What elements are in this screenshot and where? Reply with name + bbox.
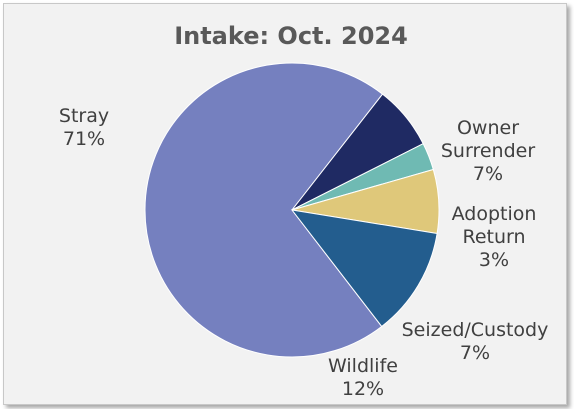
slice-name-adoption-return: Adoption — [452, 203, 537, 225]
pie-slices — [144, 62, 440, 358]
slice-percent-stray: 71% — [63, 128, 105, 150]
slice-name-owner-surrender: Owner — [457, 117, 519, 139]
slice-name-wildlife: Wildlife — [328, 355, 398, 377]
slice-percent-seized-custody: 7% — [460, 342, 490, 364]
slice-name-owner-surrender: Surrender — [441, 140, 535, 162]
slice-name-adoption-return: Return — [462, 226, 525, 248]
pie-slice-wildlife — [290, 209, 438, 328]
slice-percent-owner-surrender: 7% — [473, 163, 503, 185]
slice-name-seized-custody: Seized/Custody — [402, 319, 549, 341]
chart-area: Intake: Oct. 2024 Stray 71% Owner Surrender… — [3, 3, 567, 405]
slice-name-stray: Stray — [59, 105, 109, 127]
slice-percent-wildlife: 12% — [342, 378, 384, 400]
pie-slice-stray — [144, 62, 384, 358]
chart-title: Intake: Oct. 2024 — [174, 22, 408, 50]
slice-percent-adoption-return: 3% — [479, 249, 509, 271]
